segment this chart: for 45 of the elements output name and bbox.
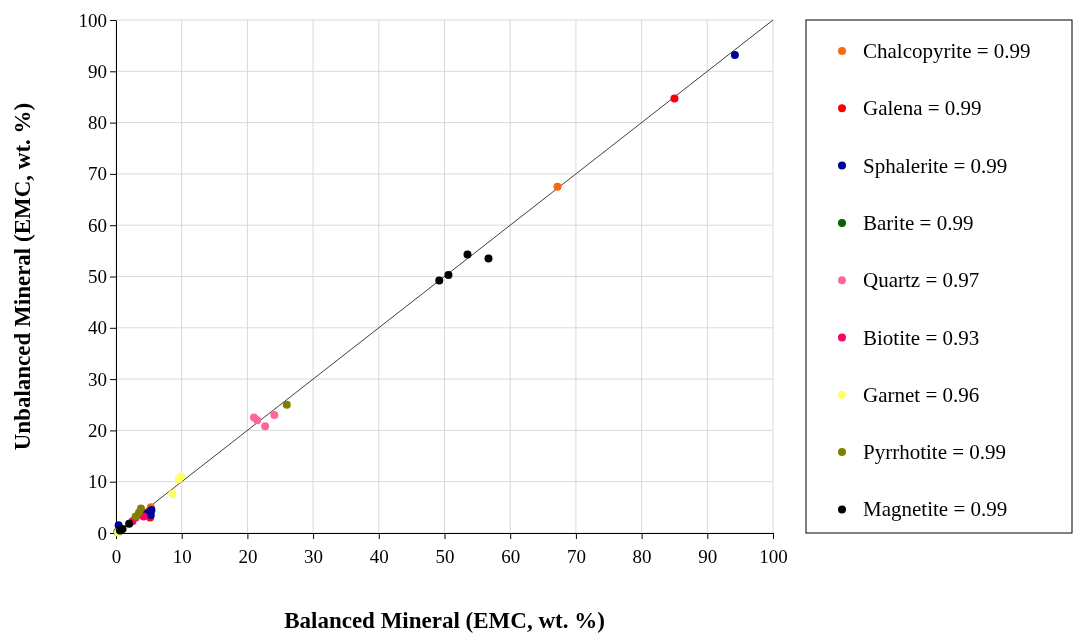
x-tick-label: 50	[435, 545, 455, 567]
legend-label: Galena = 0.99	[863, 96, 982, 121]
y-tick-label: 30	[88, 368, 107, 390]
point	[730, 50, 739, 59]
y-tick-label: 80	[88, 112, 107, 134]
x-tick-label: 30	[304, 545, 324, 567]
point	[670, 94, 679, 103]
point	[168, 490, 177, 499]
x-tick-label: 60	[501, 545, 521, 567]
point	[444, 270, 453, 279]
point	[484, 254, 493, 263]
x-tick-label: 80	[632, 545, 652, 567]
legend-label: Chalcopyrite = 0.99	[863, 39, 1031, 63]
y-tick-label: 10	[88, 471, 107, 493]
x-tick-label: 90	[698, 545, 718, 567]
x-tick-label: 20	[238, 545, 258, 567]
x-tick-label: 100	[759, 545, 788, 567]
legend-label: Pyrrhotite = 0.99	[863, 440, 1007, 465]
x-tick-label: 40	[369, 545, 389, 567]
point	[282, 400, 291, 409]
y-tick-label: 70	[88, 163, 107, 185]
point	[253, 416, 262, 425]
point	[435, 276, 444, 285]
y-tick-label: 60	[88, 214, 107, 236]
legend-label: Barite = 0.99	[863, 210, 974, 235]
point	[553, 182, 562, 191]
y-tick-label: 0	[97, 522, 107, 544]
legend-label: Quartz = 0.97	[863, 268, 980, 293]
x-tick-label: 0	[111, 545, 122, 567]
y-axis-title: Unbalanced Mineral (EMC, wt. %)	[10, 102, 35, 451]
x-tick-label: 70	[566, 545, 586, 567]
legend-label: Garnet = 0.96	[863, 382, 980, 407]
y-tick-label: 40	[88, 317, 107, 339]
legend-label: Biotite = 0.93	[863, 325, 980, 350]
point	[463, 250, 472, 259]
y-tick-label: 90	[88, 60, 107, 82]
y-tick-label: 20	[88, 419, 107, 441]
y-tick-label: 100	[78, 9, 107, 31]
x-axis-title: Balanced Mineral (EMC, wt. %)	[284, 608, 605, 633]
y-tick-label: 50	[88, 266, 107, 288]
point	[261, 422, 270, 431]
x-tick-label: 10	[172, 545, 192, 567]
legend-label: Sphalerite = 0.99	[863, 153, 1008, 178]
legend-label: Magnetite = 0.99	[863, 497, 1008, 522]
point	[270, 411, 279, 420]
